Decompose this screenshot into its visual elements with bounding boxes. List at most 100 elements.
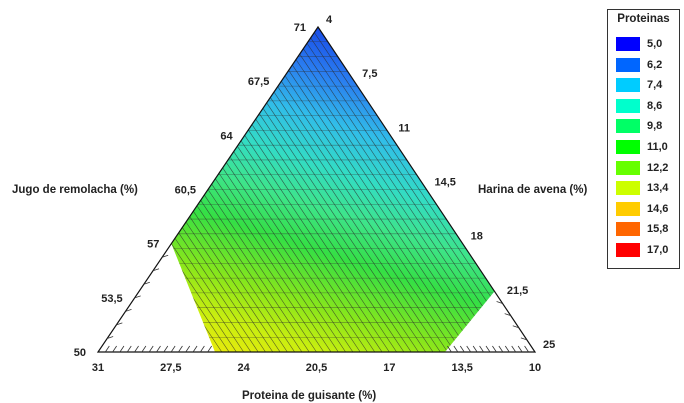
mesh-line-a: [233, 151, 368, 352]
tick-mark: [116, 322, 123, 326]
mesh-line-a: [131, 303, 164, 352]
mesh-line-a: [244, 135, 390, 352]
bottom-tick-label: 10: [529, 362, 541, 374]
tick-mark: [512, 325, 519, 329]
right-tick-label: 11: [398, 122, 410, 134]
mesh-line-a: [171, 286, 186, 352]
triangle-outline: [96, 25, 537, 353]
mesh-line-a: [284, 75, 470, 352]
legend-item: 13,4: [616, 181, 669, 196]
legend-item: 8,6: [616, 98, 663, 113]
tick-mark: [112, 345, 117, 353]
legend-swatch: [616, 57, 640, 72]
right-tick-label: 25: [543, 339, 555, 351]
legend-item: 7,4: [616, 78, 663, 93]
legend-label: 13,4: [647, 182, 669, 195]
legend-swatch: [616, 160, 640, 175]
mesh-line-a: [237, 146, 376, 352]
tick-mark: [104, 345, 110, 353]
left-tick-label: 60,5: [175, 185, 196, 197]
tick-mark: [152, 268, 160, 272]
legend-label: 15,8: [647, 223, 669, 236]
tick-mark: [163, 345, 169, 353]
mesh-line-a: [196, 205, 295, 352]
mesh-line-a: [171, 281, 193, 352]
legend-swatch: [616, 37, 640, 51]
triangle-border: [96, 25, 537, 353]
mesh-line-a: [127, 309, 156, 352]
legend-item: 5,0: [616, 37, 662, 51]
tick-mark: [517, 345, 523, 353]
tick-marks: [104, 254, 529, 353]
legend-swatch: [616, 181, 640, 196]
legend-item: 15,8: [616, 222, 669, 237]
legend-swatch: [616, 78, 640, 93]
ternary-chart: 50 53,5 57 60,5 64 67,5 71 4 7,5 11 14,5 18 21,5 25 31…: [12, 14, 587, 402]
right-tick-label: 14,5: [435, 177, 456, 189]
mesh-line-a: [189, 216, 281, 352]
right-tick-label: 7,5: [362, 68, 377, 80]
legend-item: 9,8: [616, 119, 662, 134]
mesh-line-a: [270, 97, 441, 352]
mesh-line-a: [171, 243, 244, 352]
mesh-line-a: [251, 124, 405, 352]
left-tick-label: 67,5: [248, 76, 269, 88]
tick-labels: 50 53,5 57 60,5 64 67,5 71 4 7,5 11 14,5 18 21,5 25 31…: [74, 14, 556, 374]
left-tick-label: 53,5: [101, 293, 122, 305]
mesh-line-a: [178, 232, 259, 352]
legend-label: 7,4: [647, 79, 663, 92]
left-tick-label: 71: [294, 22, 306, 34]
mesh-line-a: [262, 108, 426, 352]
mesh-line-a: [310, 37, 495, 352]
tick-mark: [479, 345, 484, 353]
tick-mark: [192, 345, 198, 353]
tick-mark: [453, 345, 459, 353]
tick-mark: [162, 254, 169, 258]
right-tick-label: 4: [326, 14, 333, 26]
legend-swatch: [616, 119, 640, 134]
legend-label: 8,6: [647, 99, 663, 112]
mesh-line-a: [248, 129, 397, 352]
left-tick-label: 50: [74, 347, 86, 359]
tick-mark: [466, 345, 472, 353]
tick-mark: [134, 345, 139, 353]
tick-mark: [148, 345, 154, 353]
bottom-tick-label: 31: [92, 362, 104, 374]
tick-mark: [200, 345, 205, 353]
mesh-line-a: [174, 238, 252, 352]
legend-item: 12,2: [616, 160, 668, 175]
mesh-line-a: [171, 292, 179, 352]
bottom-tick-label: 13,5: [451, 362, 472, 374]
mesh-line-a: [200, 200, 303, 352]
tick-mark: [143, 281, 150, 285]
legend-swatch: [616, 201, 640, 216]
mesh-line-a: [306, 43, 495, 352]
left-tick-label: 64: [220, 130, 233, 142]
mesh-line-a: [288, 70, 477, 352]
mesh-line-a: [102, 347, 106, 352]
mesh-line-a: [124, 314, 149, 352]
mesh-line-a: [185, 221, 274, 352]
tick-mark: [511, 345, 517, 353]
tick-mark: [170, 345, 176, 353]
legend-swatch: [616, 243, 640, 257]
legend-label: 5,0: [647, 38, 663, 50]
tick-mark: [524, 345, 529, 353]
mesh-line-a: [222, 167, 346, 352]
left-axis-title: Jugo de remolacha (%): [12, 184, 138, 196]
legend-item: 6,2: [616, 57, 662, 72]
mesh-line-a: [240, 140, 383, 352]
mesh-line-a: [193, 211, 288, 352]
mesh-line-a: [226, 162, 354, 352]
right-tick-label: 21,5: [507, 285, 528, 297]
right-tick-label: 18: [471, 231, 483, 243]
mesh-line-a: [182, 227, 266, 352]
tick-mark: [492, 345, 497, 353]
mesh-line-a: [299, 53, 495, 352]
tick-mark: [107, 336, 114, 339]
bottom-tick-label: 24: [238, 362, 251, 374]
legend-label: 17,0: [647, 244, 669, 256]
mesh-line-a: [273, 91, 448, 352]
right-axis-title: Harina de avena (%): [478, 184, 587, 196]
legend-label: 14,6: [647, 202, 669, 215]
